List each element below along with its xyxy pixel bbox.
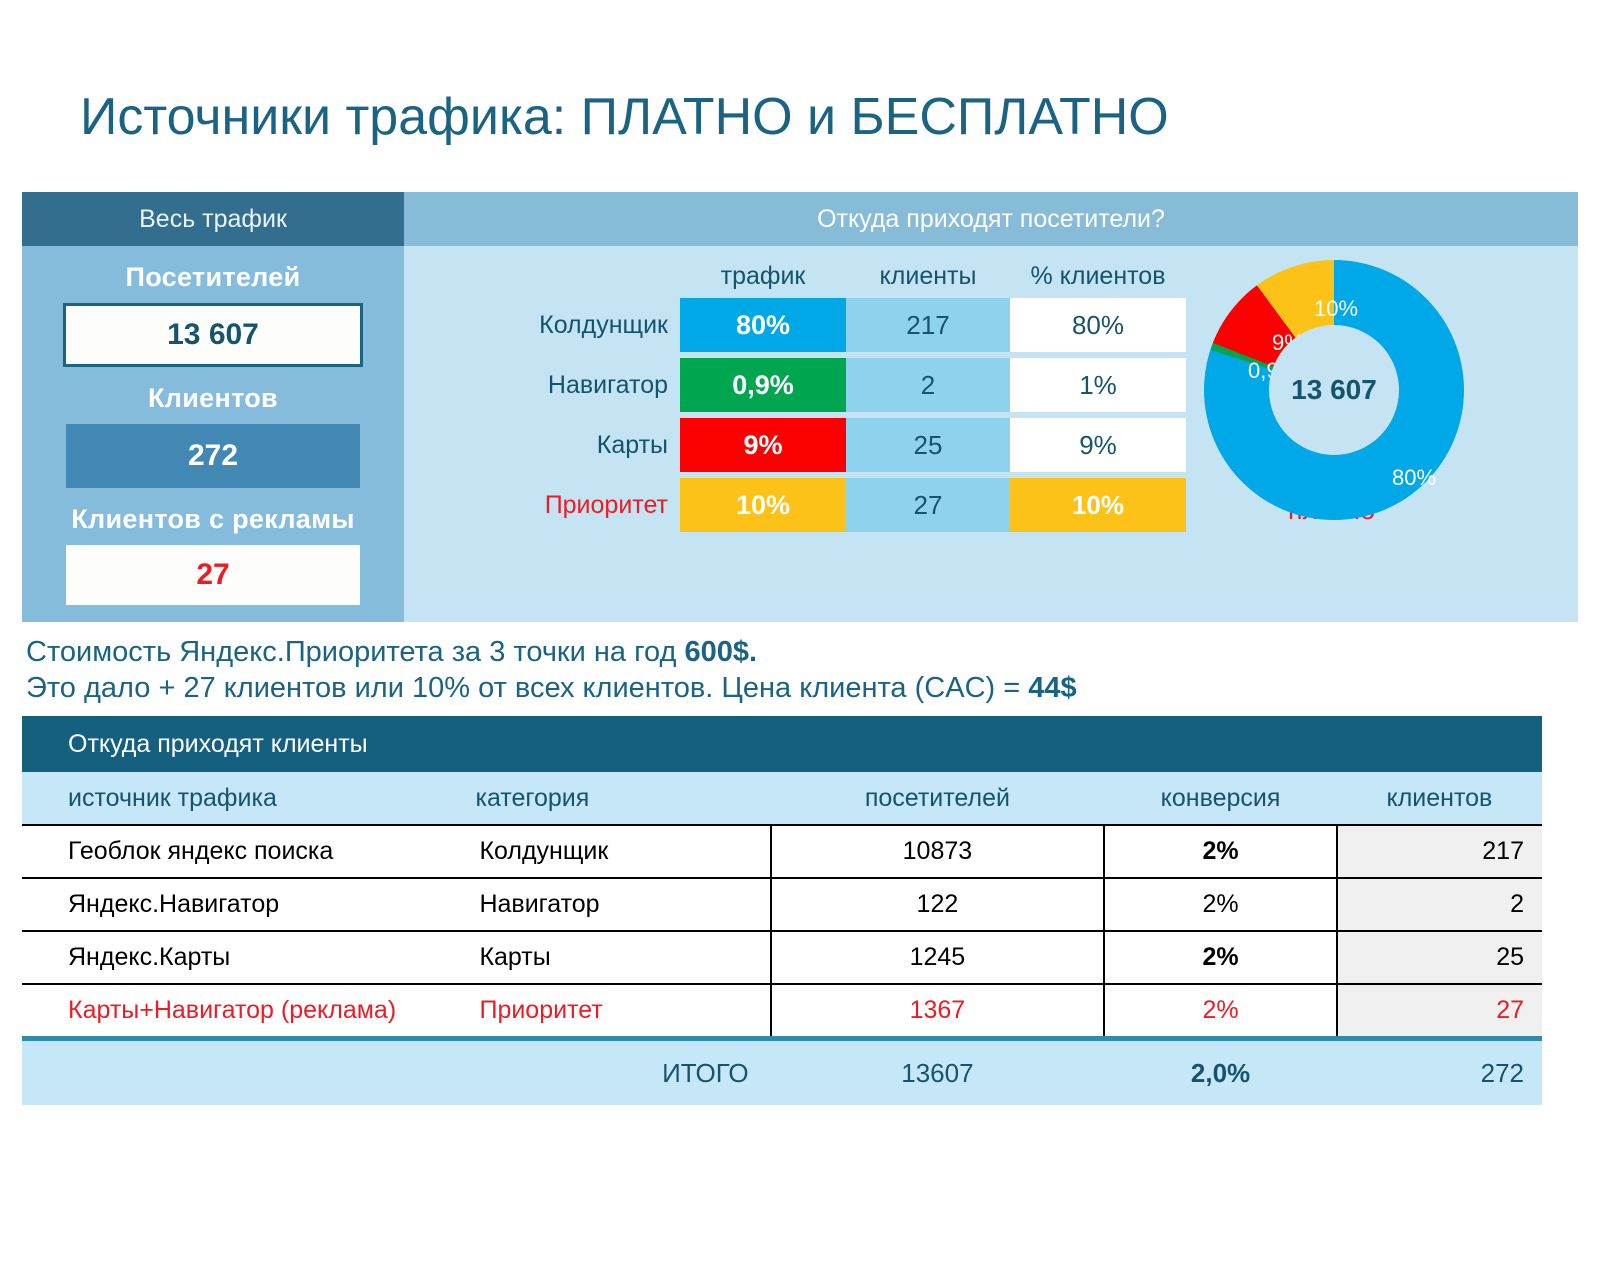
matrix-row-traffic: 10% <box>680 478 846 532</box>
matrix-row-name: Карты <box>596 430 668 459</box>
note-line-1: Стоимость Яндекс.Приоритета за 3 точки н… <box>26 636 757 669</box>
col-header-visitors: посетителей <box>770 772 1105 825</box>
matrix-row-pct: 80% <box>1010 298 1186 352</box>
cell-category: Навигатор <box>457 878 772 932</box>
traffic-matrix: трафик клиенты % клиентов Колдунщик 80% … <box>494 254 1284 538</box>
ad-clients-value: 27 <box>66 545 360 605</box>
matrix-header-row: трафик клиенты % клиентов <box>494 254 1284 298</box>
col-header-conversion: конверсия <box>1104 772 1337 825</box>
cell-conversion: 2% <box>1104 824 1338 879</box>
visitor-sources-panel: Откуда приходят посетители? трафик клиен… <box>404 192 1578 622</box>
dashboard-area: Весь трафик Посетителей 13 607 Клиентов … <box>22 192 1578 622</box>
note-line-1-amount: 600$. <box>684 636 758 668</box>
clients-value: 272 <box>66 424 360 488</box>
col-header-clients: клиентов <box>1336 772 1542 825</box>
table-column-header-row: источник трафика категория посетителей к… <box>22 772 1542 825</box>
note-line-2: Это дало + 27 клиентов или 10% от всех к… <box>26 672 1077 705</box>
table-row: Яндекс.Карты Карты 1245 2% 25 <box>22 931 1542 985</box>
table-total-row: ИТОГО 13607 2,0% 272 <box>22 1036 1542 1105</box>
clients-source-table: Откуда приходят клиенты источник трафика… <box>22 716 1542 1105</box>
cell-visitors: 1245 <box>770 931 1106 985</box>
donut-center-total: 13 607 <box>1269 325 1399 455</box>
cell-source: Яндекс.Навигатор <box>22 878 458 932</box>
matrix-row-pct: 9% <box>1010 418 1186 472</box>
donut-label-koldunshik: 80% <box>1392 465 1437 490</box>
matrix-row: Навигатор 0,9% 2 1% <box>494 358 1284 412</box>
matrix-row-traffic: 9% <box>680 418 846 472</box>
visitors-label: Посетителей <box>125 262 301 292</box>
col-header-category: категория <box>457 772 771 825</box>
matrix-row-traffic: 0,9% <box>680 358 846 412</box>
cell-visitors: 1367 <box>770 984 1106 1040</box>
cell-conversion: 2% <box>1104 984 1338 1040</box>
cell-clients: 25 <box>1336 931 1542 985</box>
page-title: Источники трафика: ПЛАТНО и БЕСПЛАТНО <box>80 88 1169 146</box>
matrix-row: Приоритет 10% 27 10% <box>494 478 1284 532</box>
matrix-row: Карты 9% 25 9% <box>494 418 1284 472</box>
table-row: Геоблок яндекс поиска Колдунщик 10873 2%… <box>22 824 1542 879</box>
cell-visitors: 10873 <box>770 824 1106 879</box>
matrix-row-clients: 27 <box>846 478 1010 532</box>
matrix-row-name: Навигатор <box>547 370 668 399</box>
col-header-source: источник трафика <box>22 772 458 825</box>
cell-category: Карты <box>457 931 772 985</box>
table-row: Карты+Навигатор (реклама) Приоритет 1367… <box>22 984 1542 1040</box>
matrix-row-clients: 25 <box>846 418 1010 472</box>
cell-category: Приоритет <box>457 984 772 1040</box>
ad-clients-label: Клиентов с рекламы <box>71 504 355 534</box>
clients-table-title: Откуда приходят клиенты <box>22 716 1542 772</box>
total-label: ИТОГО <box>457 1036 771 1105</box>
total-conversion: 2,0% <box>1104 1036 1337 1105</box>
clients-label: Клиентов <box>148 383 278 413</box>
cell-category: Колдунщик <box>457 824 772 879</box>
all-traffic-header: Весь трафик <box>22 192 404 246</box>
cell-source: Карты+Навигатор (реклама) <box>22 984 458 1040</box>
note-line-1-text: Стоимость Яндекс.Приоритета за 3 точки н… <box>26 636 685 668</box>
note-line-2-text: Это дало + 27 клиентов или 10% от всех к… <box>26 672 1029 704</box>
total-empty-cell <box>22 1036 458 1105</box>
matrix-row-name: Колдунщик <box>539 310 668 339</box>
matrix-row-name: Приоритет <box>544 490 668 519</box>
cell-source: Яндекс.Карты <box>22 931 458 985</box>
visitor-sources-header: Откуда приходят посетители? <box>404 192 1578 246</box>
total-clients: 272 <box>1336 1036 1542 1105</box>
cell-clients: 27 <box>1336 984 1542 1040</box>
matrix-row: Колдунщик 80% 217 80% <box>494 298 1284 352</box>
all-traffic-panel: Весь трафик Посетителей 13 607 Клиентов … <box>22 192 404 622</box>
visitors-value: 13 607 <box>63 303 363 367</box>
matrix-row-clients: 2 <box>846 358 1010 412</box>
traffic-donut-chart: 10% 9% 0,9% 80% 13 607 <box>1204 260 1494 550</box>
cell-visitors: 122 <box>770 878 1106 932</box>
cell-conversion: 2% <box>1104 878 1338 932</box>
cell-conversion: 2% <box>1104 931 1338 985</box>
matrix-col-clients: клиенты <box>879 261 977 290</box>
matrix-row-traffic: 80% <box>680 298 846 352</box>
table-row: Яндекс.Навигатор Навигатор 122 2% 2 <box>22 878 1542 932</box>
note-line-2-amount: 44$ <box>1028 672 1077 704</box>
matrix-row-clients: 217 <box>846 298 1010 352</box>
cell-source: Геоблок яндекс поиска <box>22 824 458 879</box>
matrix-col-traffic: трафик <box>720 261 806 290</box>
total-visitors: 13607 <box>770 1036 1105 1105</box>
donut-label-priority: 10% <box>1314 296 1359 321</box>
cell-clients: 217 <box>1336 824 1542 879</box>
matrix-row-pct: 1% <box>1010 358 1186 412</box>
matrix-row-pct: 10% <box>1010 478 1186 532</box>
table-title-row: Откуда приходят клиенты <box>22 716 1542 772</box>
cell-clients: 2 <box>1336 878 1542 932</box>
matrix-col-pct: % клиентов <box>1030 261 1166 290</box>
